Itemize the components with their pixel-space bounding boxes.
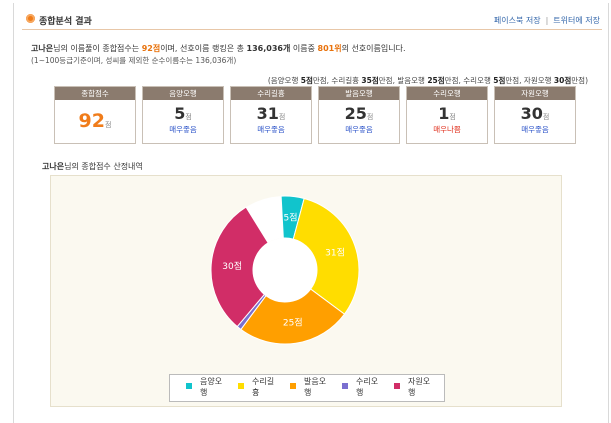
quota-value: 5점 [300, 76, 313, 85]
quota-value: 5점 [493, 76, 506, 85]
donut-chart: 5점 31점 25점 30점 [210, 195, 360, 345]
legend-label: 수리오행 [356, 377, 379, 397]
summary-text-4: 의 선호이름입니다. [341, 44, 406, 53]
total-score: 92점 [141, 44, 161, 53]
score-box-value: 31 [256, 104, 279, 123]
quota-text: 만점, 자원오행 [505, 76, 554, 85]
donut-slice-label: 31점 [325, 247, 345, 259]
summary-line: 고나은님의 이름풀이 종합점수는 92점이며, 선호이름 랭킹은 총 136,0… [31, 43, 406, 54]
legend-label: 수리길흉 [252, 377, 275, 397]
score-box-suri-gilhyung: 수리길흉 31점 매우좋음 [230, 86, 312, 144]
score-box-jawon: 자원오행 30점 매우좋음 [494, 86, 576, 144]
max-score-note: (음양오행 5점만점, 수리길흉 35점만점, 발음오행 25점만점, 수리오행… [268, 75, 588, 86]
twitter-save-link[interactable]: 트위터에 저장 [553, 16, 600, 25]
orange-bullet-icon [26, 14, 35, 23]
score-box-label: 수리길흉 [231, 87, 311, 100]
score-box-unit: 점 [278, 113, 286, 121]
quota-value: 30점 [553, 76, 572, 85]
score-box-grade: 매우좋음 [257, 125, 285, 134]
quota-text: 만점) [571, 76, 588, 85]
donut-slice-label: 30점 [222, 260, 242, 272]
header-divider [22, 29, 602, 30]
analysis-panel: 종합분석 결과 페이스북 저장 | 트위터에 저장 고나은님의 이름풀이 종합점수는… [13, 3, 609, 423]
quota-text: 만점, 수리오행 [444, 76, 494, 85]
legend-swatch [238, 383, 244, 389]
summary-note: (1~100등급기준이며, 성씨를 제외한 순수이름수는 136,036개) [31, 56, 237, 65]
summary-text-3: 이름중 [290, 44, 318, 53]
legend-swatch [186, 383, 192, 389]
chart-title-text: 님의 종합점수 산정내역 [64, 162, 143, 171]
page-title: 종합분석 결과 [39, 17, 92, 27]
score-box-value: 30 [520, 104, 543, 123]
quota-value: 25점 [427, 76, 445, 85]
user-name: 고나은 [31, 44, 54, 53]
legend-swatch [290, 383, 296, 389]
legend-label: 음양오행 [200, 377, 223, 397]
score-box-label: 종합점수 [55, 87, 135, 100]
summary-text-2: 이며, 선호이름 랭킹은 총 [160, 44, 247, 53]
panel-header: 종합분석 결과 페이스북 저장 | 트위터에 저장 [14, 11, 608, 27]
summary-text-1: 님의 이름풀이 종합점수는 [53, 44, 142, 53]
score-box-unit: 점 [105, 121, 112, 129]
score-box-total: 종합점수 92점 [54, 86, 136, 144]
score-boxes: 종합점수 92점 음양오행 5점 매우좋음 수리길흉 31점 매우좋음 발음오행… [54, 86, 576, 144]
donut-slice-label: 25점 [283, 316, 303, 328]
score-box-unit: 점 [449, 113, 456, 121]
score-box-value: 92 [78, 110, 105, 132]
link-separator: | [545, 16, 549, 25]
score-box-grade: 매우좋음 [521, 125, 549, 134]
quota-value: 35점 [361, 76, 379, 85]
score-box-suri-ohaeng: 수리오행 1점 매우나쁨 [406, 86, 488, 144]
score-box-grade: 매우좋음 [169, 125, 197, 134]
score-box-grade: 매우좋음 [345, 125, 373, 134]
score-box-label: 수리오행 [407, 87, 487, 100]
chart-user-name: 고나은 [42, 162, 65, 171]
score-box-value: 25 [344, 104, 367, 123]
chart-legend: 음양오행 수리길흉 발음오행 수리오행 자원오행 [169, 374, 445, 402]
rank-value: 801위 [317, 44, 342, 53]
legend-label: 자원오행 [408, 377, 431, 397]
quota-text: (음양오행 [267, 76, 301, 85]
score-box-grade: 매우나쁨 [433, 125, 461, 134]
score-box-bareum: 발음오행 25점 매우좋음 [318, 86, 400, 144]
chart-panel: 5점 31점 25점 30점 음양오행 수리길흉 발음오행 수리오행 자원오행 [50, 175, 562, 407]
chart-section-title: 고나은님의 종합점수 산정내역 [42, 161, 143, 172]
quota-text: 만점, 수리길흉 [312, 76, 362, 85]
score-box-label: 음양오행 [143, 87, 223, 100]
donut-slice-label: 5점 [284, 211, 298, 223]
score-box-label: 발음오행 [319, 87, 399, 100]
total-names-count: 136,036개 [246, 44, 291, 53]
score-box-eumyang: 음양오행 5점 매우좋음 [142, 86, 224, 144]
score-box-unit: 점 [185, 113, 192, 121]
legend-swatch [342, 383, 348, 389]
donut-hole [253, 238, 317, 302]
legend-swatch [394, 383, 400, 389]
score-box-value: 1 [438, 104, 450, 123]
facebook-save-link[interactable]: 페이스북 저장 [493, 16, 541, 25]
score-box-unit: 점 [542, 113, 550, 121]
quota-text: 만점, 발음오행 [378, 76, 428, 85]
score-box-unit: 점 [366, 113, 374, 121]
legend-label: 발음오행 [304, 377, 327, 397]
header-links: 페이스북 저장 | 트위터에 저장 [494, 15, 600, 26]
score-box-label: 자원오행 [495, 87, 575, 100]
score-box-value: 5 [174, 104, 186, 123]
